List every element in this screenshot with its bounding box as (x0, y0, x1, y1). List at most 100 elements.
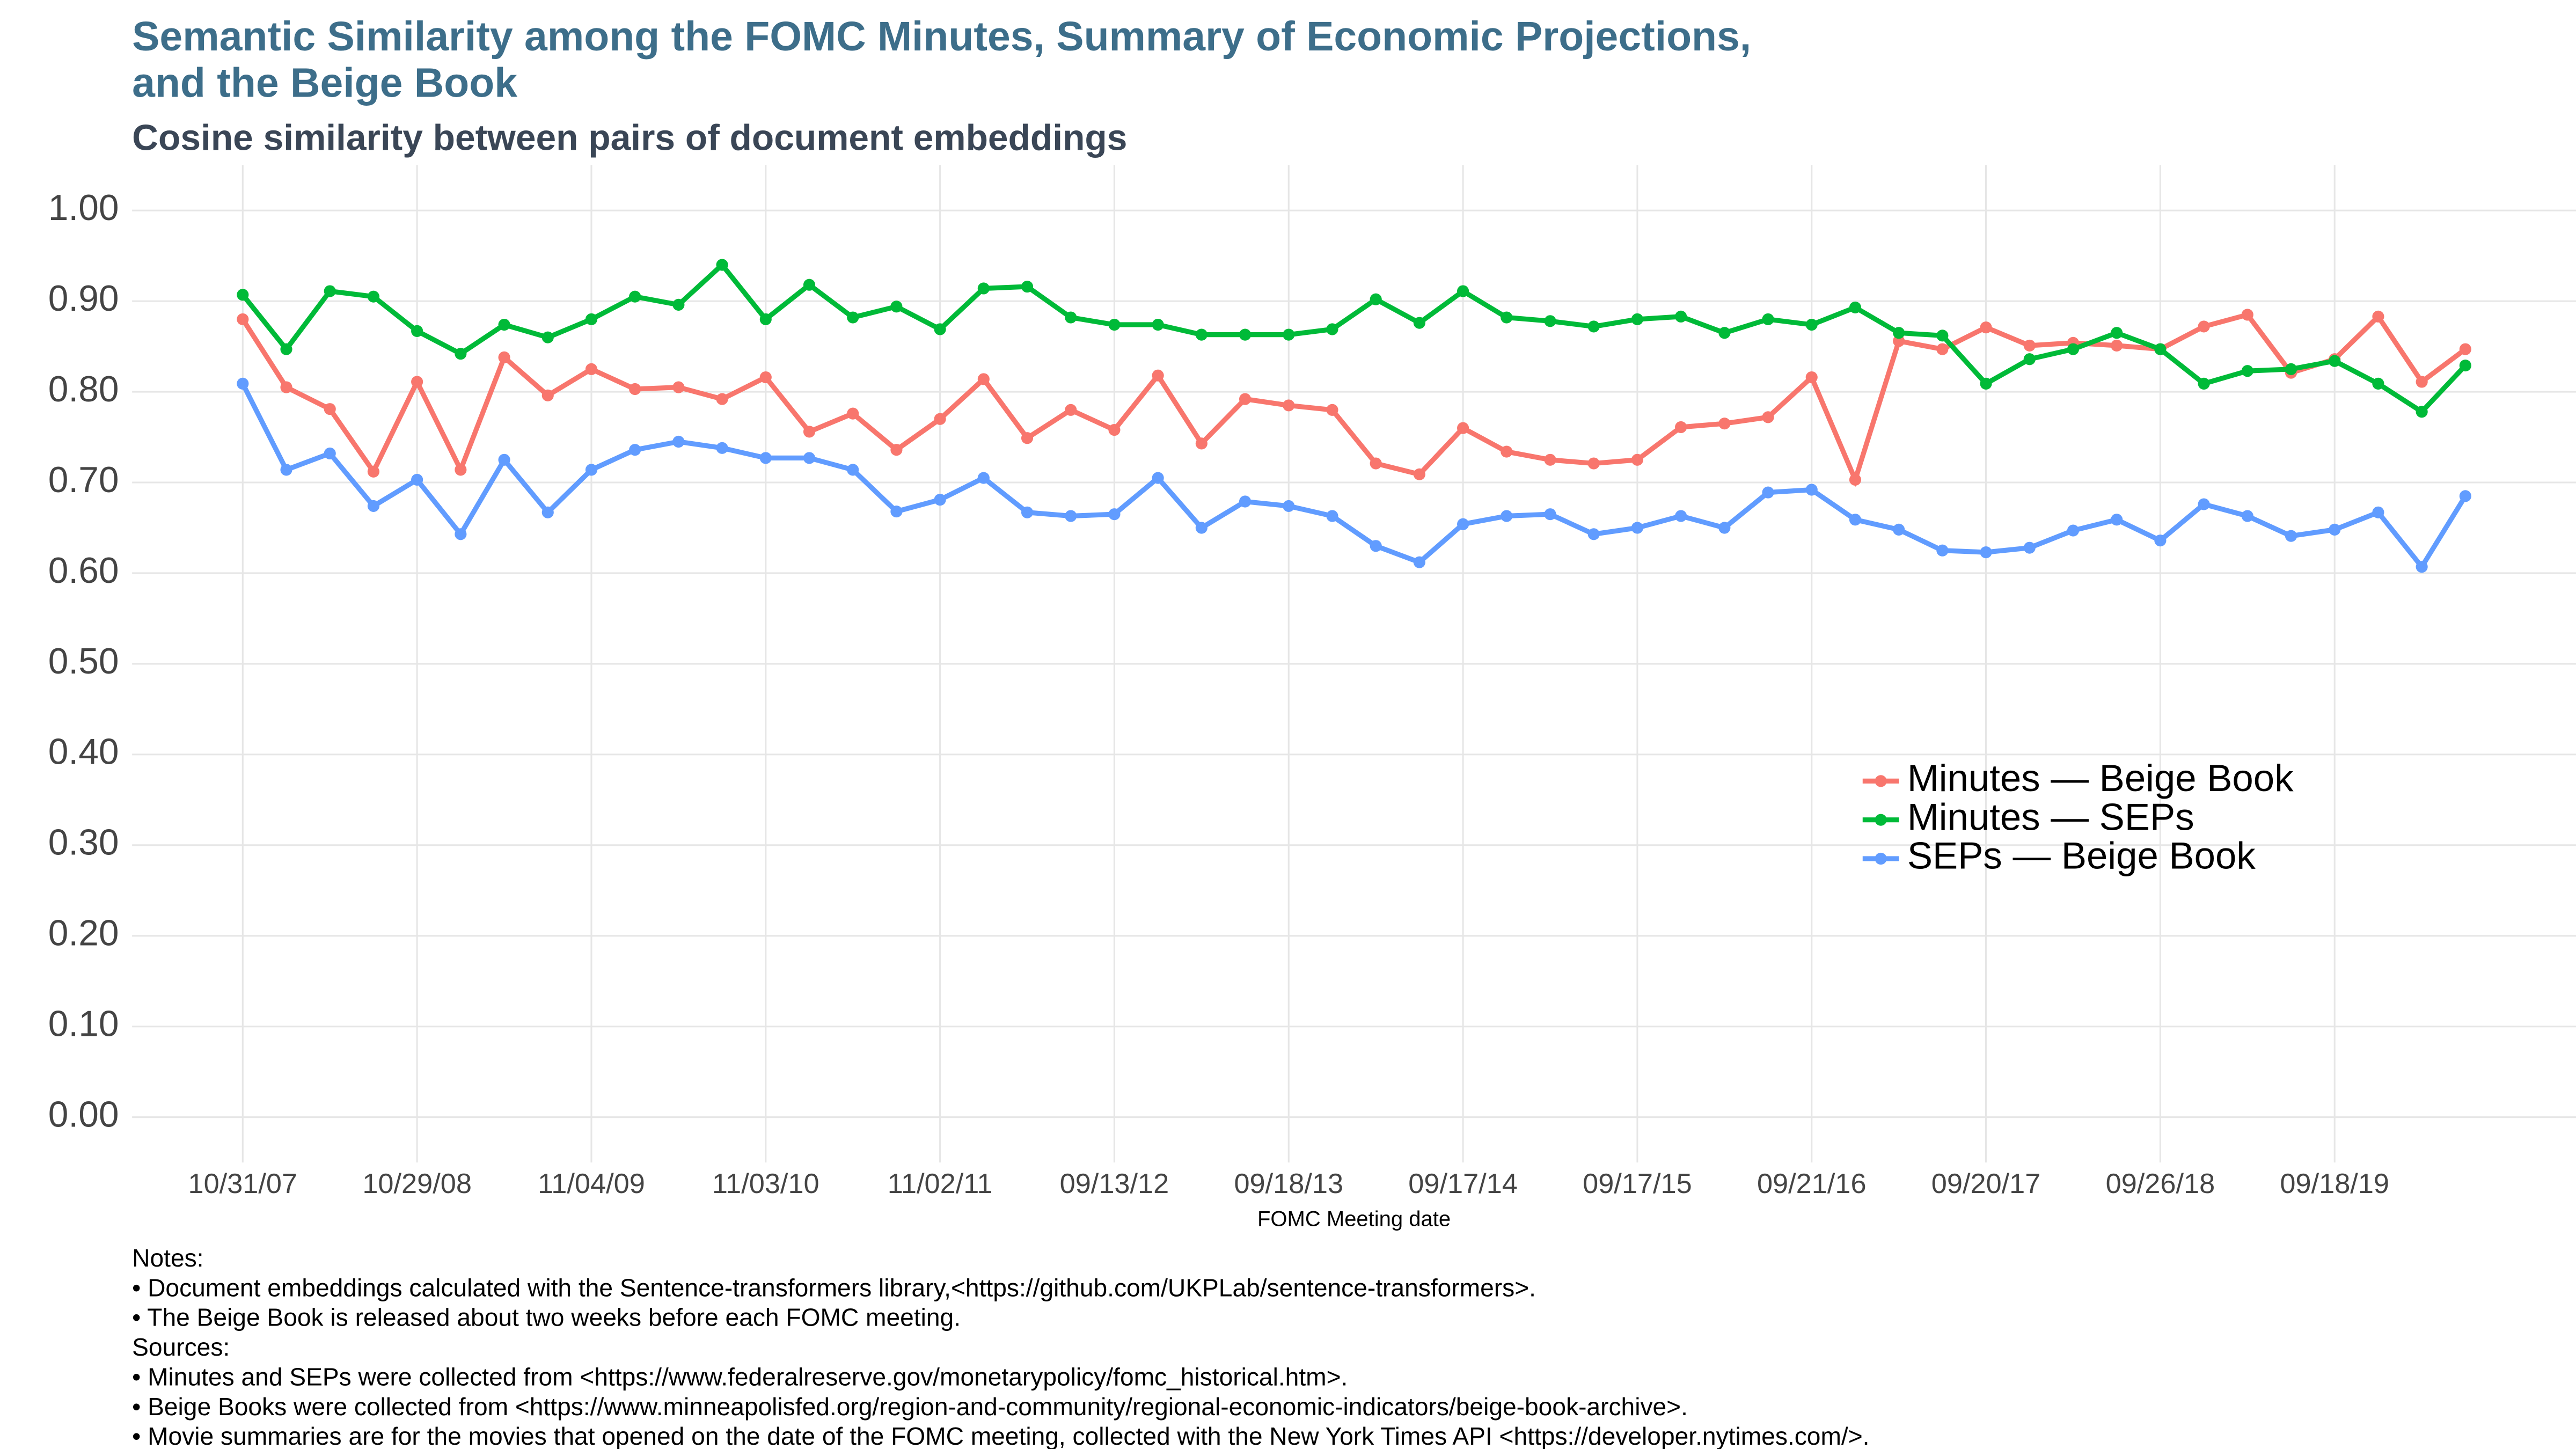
data-point (411, 376, 423, 388)
x-tick-label: 09/13/12 (1060, 1168, 1169, 1199)
data-point (1544, 315, 1556, 327)
data-point (1805, 371, 1818, 384)
data-point (2023, 353, 2036, 365)
data-point (1239, 495, 1252, 508)
data-point (2329, 523, 2341, 536)
note: • Minutes and SEPs were collected from <… (132, 1363, 1348, 1391)
data-point (2416, 406, 2428, 418)
note: • Document embeddings calculated with th… (132, 1274, 1536, 1301)
x-tick-label: 11/03/10 (712, 1168, 819, 1199)
data-point (237, 289, 249, 301)
data-point (759, 452, 772, 464)
data-point (934, 494, 946, 506)
chart-title: Semantic Similarity among the FOMC Minut… (132, 13, 1751, 60)
data-point (1980, 321, 1992, 334)
data-point (1587, 457, 1600, 470)
chart-title: and the Beige Book (132, 60, 517, 106)
data-point (1501, 445, 1513, 458)
data-point (1980, 546, 1992, 559)
data-point (367, 290, 380, 303)
y-tick-label: 0.90 (48, 279, 119, 319)
data-point (498, 351, 510, 363)
data-point (890, 506, 903, 518)
legend-label: SEPs — Beige Book (1907, 835, 2256, 877)
data-point (2459, 359, 2471, 372)
data-point (803, 426, 816, 438)
data-point (367, 500, 380, 513)
data-point (629, 444, 641, 456)
data-point (1587, 320, 1600, 333)
x-tick-label: 10/29/08 (362, 1168, 472, 1199)
data-point (1631, 522, 1643, 534)
y-tick-label: 0.40 (48, 732, 119, 772)
data-point (2198, 498, 2210, 510)
x-tick-label: 09/20/17 (1931, 1168, 2041, 1199)
data-point (2067, 343, 2080, 355)
data-point (1195, 328, 1208, 341)
data-point (1413, 317, 1425, 329)
data-point (1152, 318, 1164, 331)
data-point (2111, 514, 2123, 526)
data-point (847, 464, 859, 476)
data-point (2416, 561, 2428, 573)
data-point (1762, 486, 1774, 499)
y-tick-label: 1.00 (48, 188, 119, 228)
data-point (1021, 506, 1034, 518)
data-point (1195, 437, 1208, 450)
data-point (1065, 311, 1077, 324)
data-point (1413, 468, 1425, 480)
data-point (1326, 404, 1338, 416)
data-point (1108, 423, 1121, 436)
data-point (1283, 399, 1295, 412)
data-point (1631, 453, 1643, 466)
data-point (1718, 327, 1731, 339)
note: Sources: (132, 1333, 230, 1361)
data-point (716, 442, 728, 454)
data-point (367, 465, 380, 478)
data-point (2241, 309, 2253, 321)
data-point (1675, 421, 1687, 434)
data-point (1718, 522, 1731, 534)
data-point (2459, 490, 2471, 502)
data-point (2154, 343, 2167, 355)
note: • Beige Books were collected from <https… (132, 1393, 1688, 1421)
data-point (2111, 339, 2123, 352)
data-point (1893, 335, 1905, 347)
data-point (1762, 411, 1774, 423)
data-point (1283, 328, 1295, 341)
data-point (411, 325, 423, 337)
data-point (2154, 535, 2167, 547)
data-point (455, 348, 467, 360)
data-point (1457, 422, 1469, 434)
data-point (2285, 363, 2297, 375)
data-point (803, 279, 816, 291)
data-point (1413, 556, 1425, 568)
data-point (1239, 328, 1252, 341)
data-point (890, 301, 903, 313)
data-point (1021, 432, 1034, 444)
data-point (1893, 523, 1905, 536)
data-point (1587, 528, 1600, 540)
data-point (1370, 293, 1382, 305)
note: • Movie summaries are for the movies tha… (132, 1422, 1869, 1449)
data-point (411, 473, 423, 486)
x-tick-label: 11/02/11 (888, 1168, 993, 1199)
data-point (847, 311, 859, 324)
y-tick-label: 0.60 (48, 551, 119, 591)
data-point (280, 464, 292, 476)
data-point (1544, 453, 1556, 466)
data-point (2067, 524, 2080, 537)
data-point (1893, 327, 1905, 339)
data-point (1718, 418, 1731, 430)
data-point (1501, 311, 1513, 324)
data-point (1239, 393, 1252, 405)
x-tick-label: 09/21/16 (1757, 1168, 1867, 1199)
series-line (240, 261, 2468, 415)
data-point (1195, 522, 1208, 534)
data-point (1805, 318, 1818, 331)
data-point (1021, 281, 1034, 293)
data-point (934, 323, 946, 335)
data-point (672, 298, 685, 311)
